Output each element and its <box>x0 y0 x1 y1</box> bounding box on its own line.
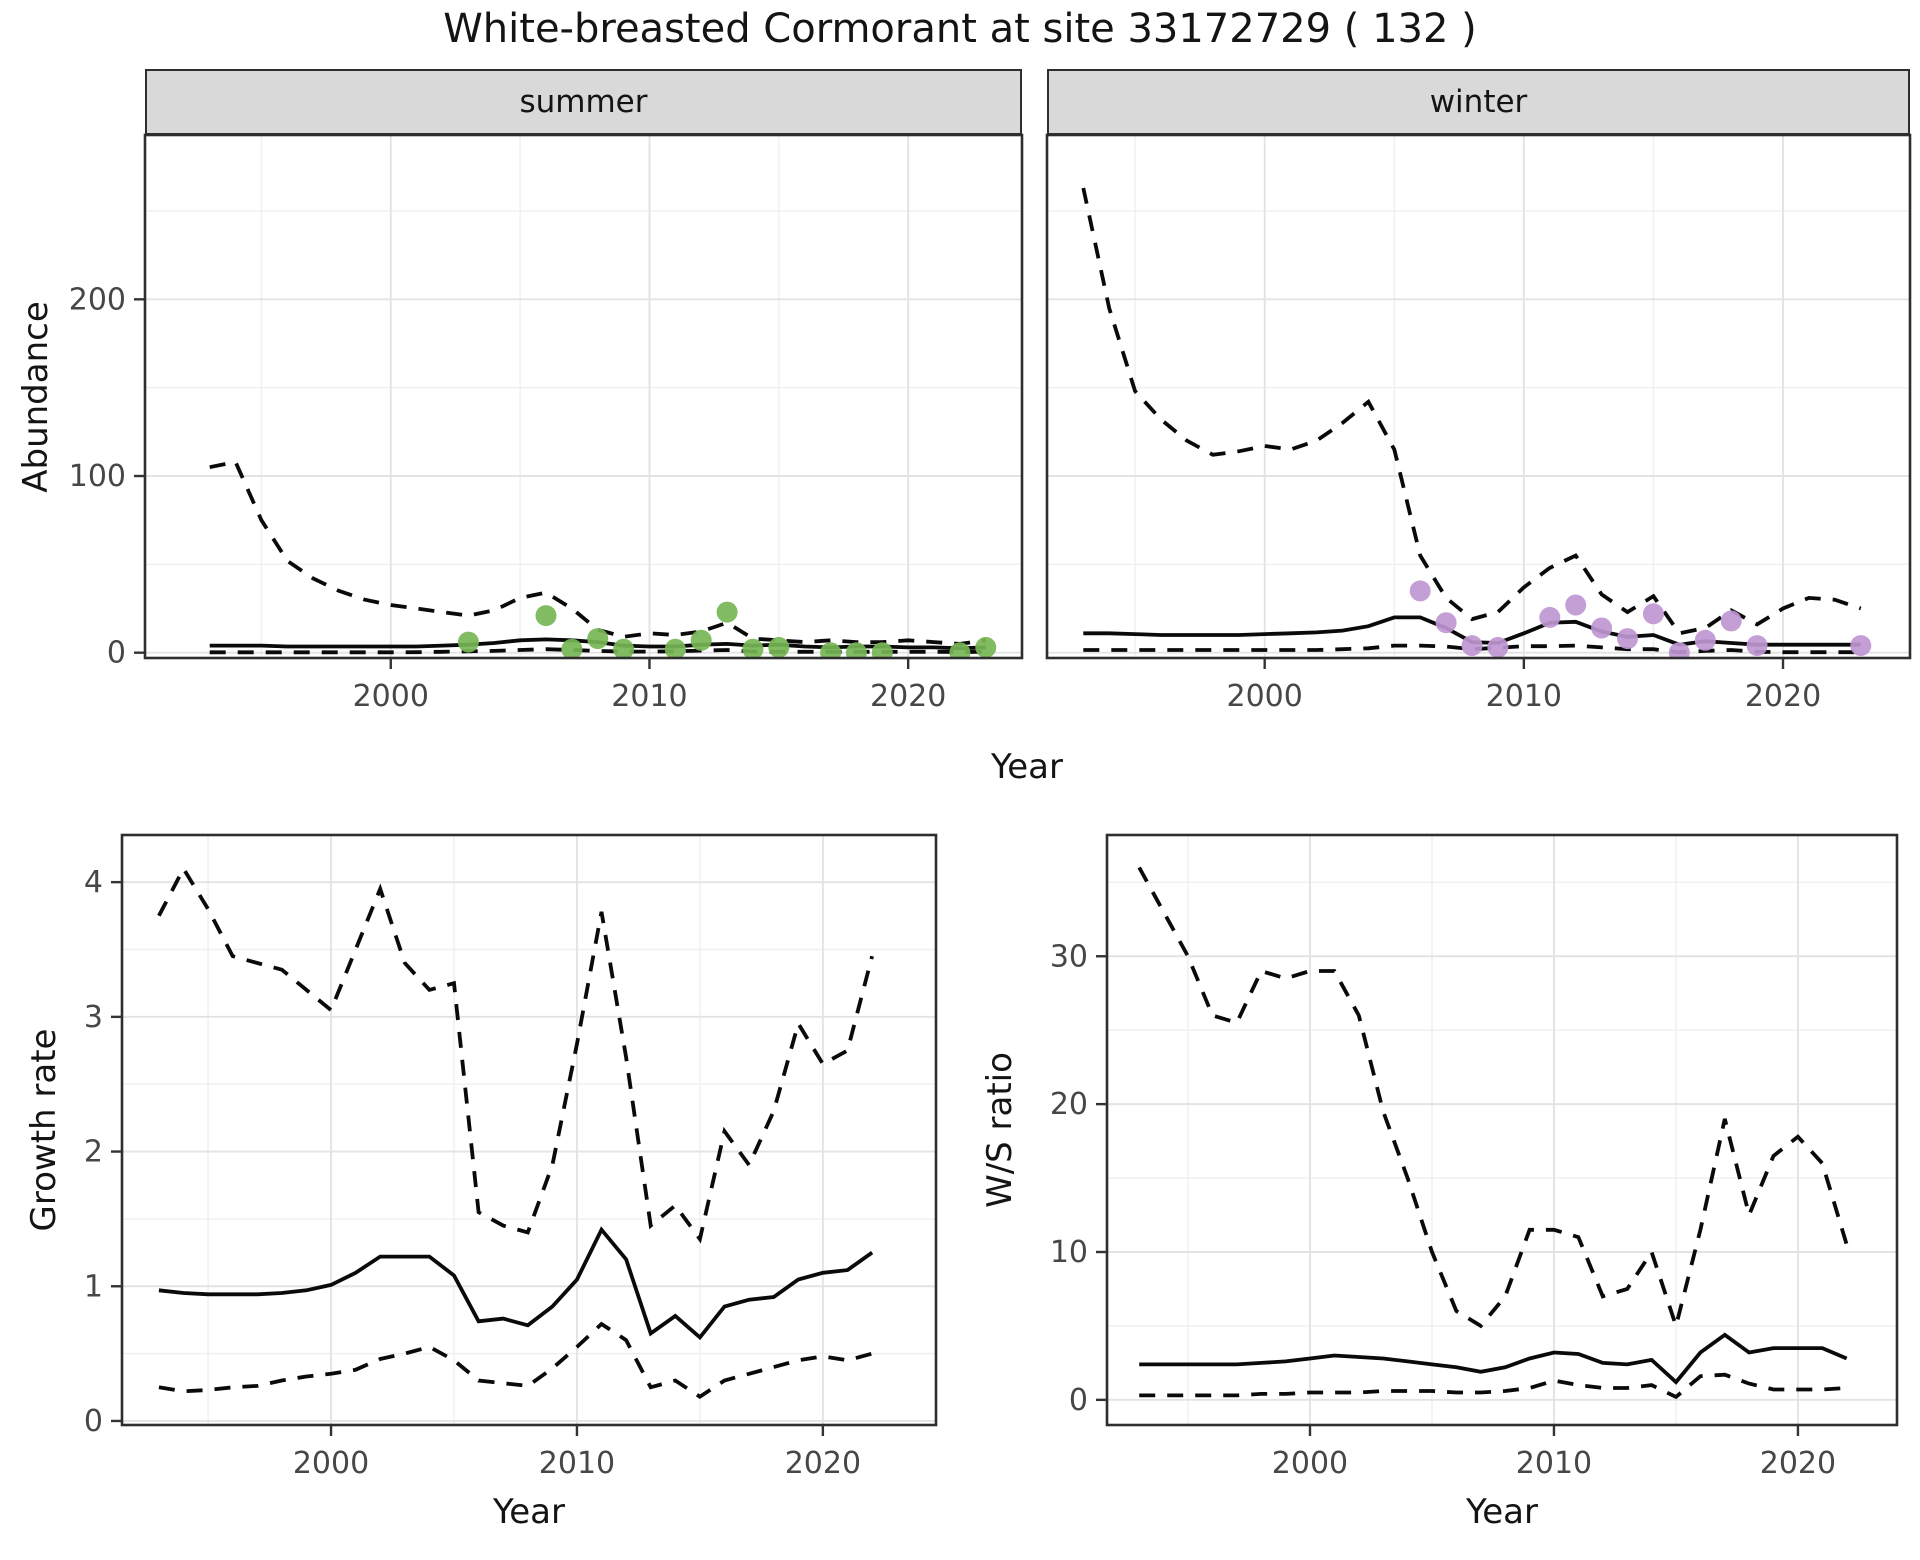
gridlines <box>122 835 936 1425</box>
y-axis-tick-label: 10 <box>1050 1235 1088 1270</box>
series-upper95-growth-rate <box>157 864 874 1244</box>
panel-ws-ratio: 2000 2010 2020 0 10 20 30 <box>1050 833 1899 1481</box>
observed-counts-summer-point <box>871 642 893 659</box>
observed-counts-winter-point <box>1461 635 1483 657</box>
y-axis-tick-label: 4 <box>84 865 103 900</box>
x-axis-tick-label: 2000 <box>1272 1446 1348 1481</box>
observed-counts-winter-point <box>1720 610 1742 632</box>
y-axis-tick-label: 30 <box>1050 939 1088 974</box>
y-axis-tick-label: 1 <box>84 1269 103 1304</box>
observed-counts-winter-point <box>1668 642 1690 659</box>
panel-background <box>1047 135 1910 658</box>
observed-counts-summer-point <box>768 636 790 658</box>
series-lower95-growth-rate <box>158 1321 873 1399</box>
facet-strip-winter: winter <box>1047 69 1910 135</box>
series-lower95-winter <box>1083 643 1861 655</box>
x-axis-tick-label: 2000 <box>1227 679 1303 714</box>
panel-background <box>1107 835 1897 1425</box>
observed-counts-summer-point <box>690 629 712 651</box>
observed-counts-winter-point <box>1591 617 1613 639</box>
observed-counts-winter-point <box>1539 606 1561 628</box>
y-axis-tick-label: 20 <box>1050 1087 1088 1122</box>
x-axis-tick-label: 2010 <box>1516 1446 1592 1481</box>
observed-points <box>1409 580 1872 659</box>
facet-strip-summer: summer <box>145 69 1022 135</box>
series-median-ws-ratio <box>1139 1332 1848 1385</box>
panel-border <box>1105 833 1899 1427</box>
panel-border <box>1045 133 1912 660</box>
panel-border <box>120 833 938 1427</box>
observed-counts-winter-point <box>1435 612 1457 634</box>
y-axis-tick-label: 0 <box>84 1404 103 1439</box>
gridlines <box>1107 835 1897 1425</box>
observed-counts-summer-point <box>587 628 609 650</box>
x-axis-title-year-bottom-left: Year <box>493 1492 565 1532</box>
series-lines <box>1137 866 1849 1400</box>
x-axis-tick-label: 2010 <box>1486 679 1562 714</box>
y-axis-tick-label: 100 <box>69 459 126 494</box>
x-axis-tick-label: 2000 <box>353 679 429 714</box>
x-axis-tick-label: 2020 <box>785 1446 861 1481</box>
x-axis-tick-label: 2000 <box>293 1446 369 1481</box>
panel-summer-abundance: 2000 2010 2020 0 100 200 <box>69 133 1024 714</box>
y-axis-tick-label: 2 <box>84 1135 103 1170</box>
y-axis-title-growth-rate: Growth rate <box>24 1028 64 1232</box>
observed-counts-winter-point <box>1746 635 1768 657</box>
figure-title: White-breasted Cormorant at site 3317272… <box>443 6 1477 52</box>
x-axis-tick-label: 2020 <box>1760 1446 1836 1481</box>
panel-background <box>145 135 1022 658</box>
observed-counts-summer-point <box>664 638 686 659</box>
y-axis-tick-label: 200 <box>69 282 126 317</box>
observed-counts-summer-point <box>949 642 971 659</box>
series-upper95-winter <box>1081 187 1862 636</box>
panel-winter-abundance: 2000 2010 2020 <box>1045 133 1912 714</box>
series-lines <box>157 864 874 1399</box>
observed-counts-summer-point <box>716 601 738 623</box>
observed-counts-summer-point <box>535 605 557 627</box>
observed-counts-winter-point <box>1487 636 1509 658</box>
observed-points <box>457 601 997 659</box>
panel-growth-rate: 2000 2010 2020 0 1 2 3 4 <box>84 833 938 1481</box>
observed-counts-summer-point <box>845 642 867 659</box>
observed-counts-winter-point <box>1642 603 1664 625</box>
observed-counts-winter-point <box>1617 628 1638 650</box>
panel-border <box>143 133 1024 660</box>
series-upper95-ws-ratio <box>1137 866 1849 1333</box>
x-axis-tick-label: 2020 <box>870 679 946 714</box>
x-axis-title-year-top: Year <box>991 747 1063 787</box>
observed-counts-summer-point <box>742 638 764 659</box>
facet-strip-summer-label: summer <box>519 84 648 120</box>
y-axis-title-ws-ratio: W/S ratio <box>980 1052 1020 1208</box>
observed-counts-winter-point <box>1409 580 1431 602</box>
x-axis-tick-label: 2010 <box>539 1446 615 1481</box>
y-axis-tick-label: 0 <box>1069 1383 1088 1418</box>
observed-counts-summer-point <box>561 638 583 659</box>
facet-strip-winter-label: winter <box>1429 84 1528 120</box>
y-axis-tick-label: 3 <box>84 1000 103 1035</box>
observed-counts-summer-point <box>820 642 842 659</box>
series-upper95-summer <box>209 459 987 646</box>
observed-counts-winter-point <box>1565 594 1587 616</box>
observed-counts-winter-point <box>1694 629 1716 651</box>
series-lower95-ws-ratio <box>1139 1372 1847 1400</box>
y-axis-tick-label: 0 <box>107 636 126 671</box>
observed-counts-summer-point <box>457 631 479 653</box>
observed-counts-summer-point <box>613 638 635 659</box>
observed-counts-summer-point <box>975 636 997 658</box>
series-median-growth-rate <box>158 1226 874 1341</box>
observed-counts-winter-point <box>1850 635 1872 657</box>
x-axis-title-year-bottom-right: Year <box>1466 1492 1538 1532</box>
x-axis-tick-label: 2010 <box>611 679 687 714</box>
x-axis-tick-label: 2020 <box>1745 679 1821 714</box>
y-axis-title-abundance: Abundance <box>16 301 56 493</box>
panel-background <box>122 835 936 1425</box>
